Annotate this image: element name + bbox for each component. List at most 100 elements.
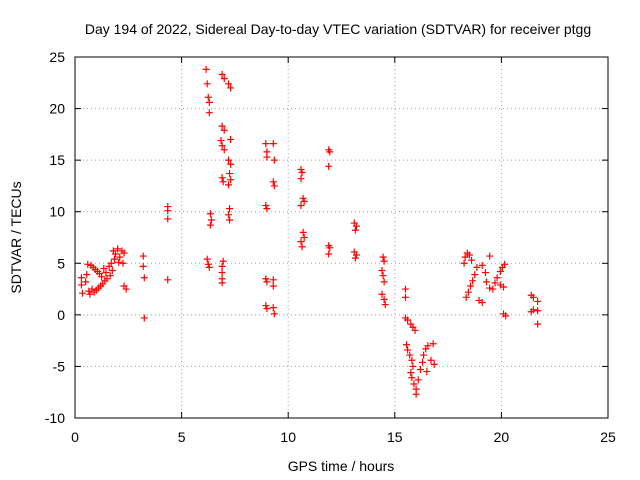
data-point — [300, 197, 308, 205]
data-point — [207, 216, 215, 224]
data-point — [84, 260, 92, 268]
data-point — [86, 290, 94, 298]
data-point — [218, 71, 226, 79]
data-point — [204, 93, 212, 101]
data-point — [380, 295, 388, 303]
data-point — [78, 289, 86, 297]
data-point — [380, 257, 388, 265]
data-point — [380, 278, 388, 286]
data-point — [226, 216, 234, 224]
data-point — [270, 310, 278, 318]
data-point — [378, 267, 386, 275]
data-point — [116, 253, 124, 261]
data-point — [218, 262, 226, 270]
data-point — [227, 136, 235, 144]
data-point — [378, 290, 386, 298]
data-point — [226, 170, 234, 178]
data-point — [218, 174, 226, 182]
data-point — [408, 374, 416, 382]
data-point — [77, 274, 85, 282]
data-point — [164, 276, 172, 284]
data-point — [462, 293, 470, 301]
x-axis-label: GPS time / hours — [288, 458, 395, 474]
data-point — [489, 285, 497, 293]
data-point — [164, 207, 172, 215]
data-point — [262, 302, 270, 310]
data-point — [106, 272, 114, 280]
data-point — [297, 238, 305, 246]
chart-title: Day 194 of 2022, Sidereal Day-to-day VTE… — [85, 21, 591, 37]
y-tick-label: 15 — [49, 152, 65, 168]
y-tick-label: 0 — [57, 307, 65, 323]
data-point — [406, 351, 414, 359]
data-point — [103, 275, 111, 283]
x-tick-label: 20 — [494, 429, 510, 445]
data-point — [270, 156, 278, 164]
data-point — [269, 304, 277, 312]
data-point — [297, 175, 305, 183]
data-point — [430, 360, 438, 368]
data-point — [226, 205, 234, 213]
data-point — [379, 253, 387, 261]
data-point — [404, 316, 412, 324]
data-point — [325, 162, 333, 170]
data-point — [225, 211, 233, 219]
data-point — [140, 274, 148, 282]
data-point — [534, 307, 542, 315]
data-point — [227, 160, 235, 168]
data-point — [205, 109, 213, 117]
data-point — [465, 251, 473, 259]
data-point — [139, 252, 147, 260]
axis-ticks — [74, 56, 609, 419]
data-point — [98, 273, 106, 281]
y-tick-label: 5 — [57, 255, 65, 271]
data-point — [114, 245, 122, 253]
data-point — [419, 358, 427, 366]
data-point — [325, 250, 333, 258]
data-point — [269, 282, 277, 290]
data-point — [218, 269, 226, 277]
data-point — [300, 234, 308, 241]
y-tick-label: 10 — [49, 204, 65, 220]
data-point — [352, 222, 360, 230]
y-tick-label: 25 — [49, 49, 65, 65]
data-point — [478, 261, 486, 269]
data-point — [219, 257, 227, 265]
data-point — [269, 178, 277, 186]
x-tick-label: 10 — [280, 429, 296, 445]
data-point — [481, 269, 489, 277]
data-point — [220, 75, 228, 83]
data-point — [82, 278, 90, 286]
data-point — [202, 65, 210, 73]
data-point — [500, 283, 508, 291]
data-point — [424, 342, 432, 350]
x-tick-labels: 0 5 10 15 20 25 — [71, 429, 616, 445]
data-point — [263, 205, 271, 213]
data-point — [534, 320, 542, 328]
data-point — [108, 267, 116, 275]
data-point — [77, 281, 85, 289]
data-point — [299, 194, 307, 202]
data-point — [206, 221, 214, 229]
data-point — [486, 284, 494, 292]
data-point — [326, 148, 334, 156]
data-point — [409, 362, 417, 370]
data-point — [486, 252, 494, 260]
data-point — [219, 178, 227, 186]
data-point — [410, 380, 418, 388]
data-point — [297, 202, 305, 210]
data-point — [527, 308, 535, 316]
data-point — [534, 297, 542, 305]
data-point — [262, 202, 270, 210]
data-point — [120, 249, 128, 257]
data-point — [407, 369, 415, 377]
data-point — [491, 279, 499, 287]
data-point — [203, 80, 211, 88]
data-points — [77, 65, 542, 398]
y-axis-label: SDTVAR / TECUs — [8, 181, 24, 293]
y-tick-label: -5 — [53, 358, 66, 374]
data-point — [122, 285, 130, 293]
x-tick-label: 15 — [387, 429, 403, 445]
data-point — [401, 285, 409, 293]
data-point — [471, 271, 479, 279]
